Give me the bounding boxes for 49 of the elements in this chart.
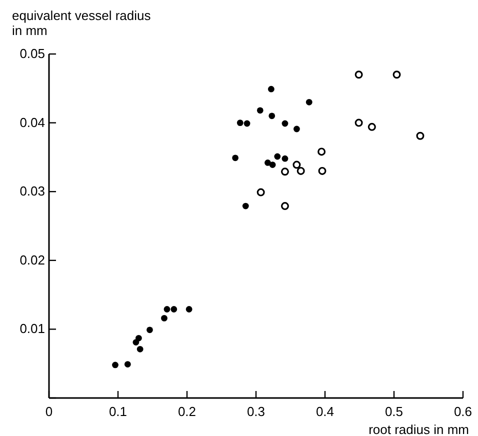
point — [244, 120, 250, 127]
point — [282, 155, 288, 162]
x-tick-label: 0.1 — [108, 404, 128, 419]
point — [354, 70, 363, 79]
point — [280, 168, 289, 176]
point — [161, 315, 168, 322]
point — [282, 120, 288, 127]
point — [232, 154, 238, 162]
y-tick-label: 0.05 — [20, 46, 45, 61]
point — [306, 98, 312, 106]
point — [136, 346, 144, 352]
y-axis-title: equivalent vessel radius in mm — [12, 8, 152, 38]
point — [416, 132, 424, 140]
point — [170, 306, 178, 312]
point — [354, 118, 363, 127]
point — [368, 122, 376, 131]
x-tick-label: 0 — [45, 404, 53, 419]
point — [269, 162, 276, 168]
x-tick-label: 0.6 — [454, 404, 472, 419]
point — [236, 120, 244, 126]
y-tick-label: 0.03 — [20, 184, 45, 199]
point — [242, 202, 249, 210]
point — [268, 112, 276, 120]
point — [318, 166, 326, 175]
point — [296, 166, 305, 175]
x-tick-label: 0.5 — [384, 404, 404, 419]
y-tick-label: 0.02 — [20, 252, 45, 268]
x-tick-label: 0.3 — [246, 404, 266, 419]
point — [186, 306, 192, 312]
point — [274, 153, 281, 160]
point — [124, 361, 131, 368]
y-tick-label: 0.01 — [20, 321, 45, 336]
x-axis-title: root radius in mm — [368, 422, 469, 436]
point — [136, 334, 142, 342]
point — [112, 362, 118, 368]
point — [280, 202, 289, 210]
x-tick-label: 0.2 — [178, 404, 196, 419]
point — [146, 326, 153, 334]
point — [392, 70, 401, 79]
point — [292, 160, 301, 169]
point — [264, 160, 271, 166]
point — [256, 107, 264, 114]
point — [318, 148, 326, 156]
x-tick-label: 0.4 — [316, 404, 334, 419]
point — [164, 306, 170, 312]
point — [268, 86, 274, 92]
y-tick-label: 0.04 — [20, 114, 45, 130]
point — [256, 188, 265, 196]
point — [294, 126, 300, 132]
